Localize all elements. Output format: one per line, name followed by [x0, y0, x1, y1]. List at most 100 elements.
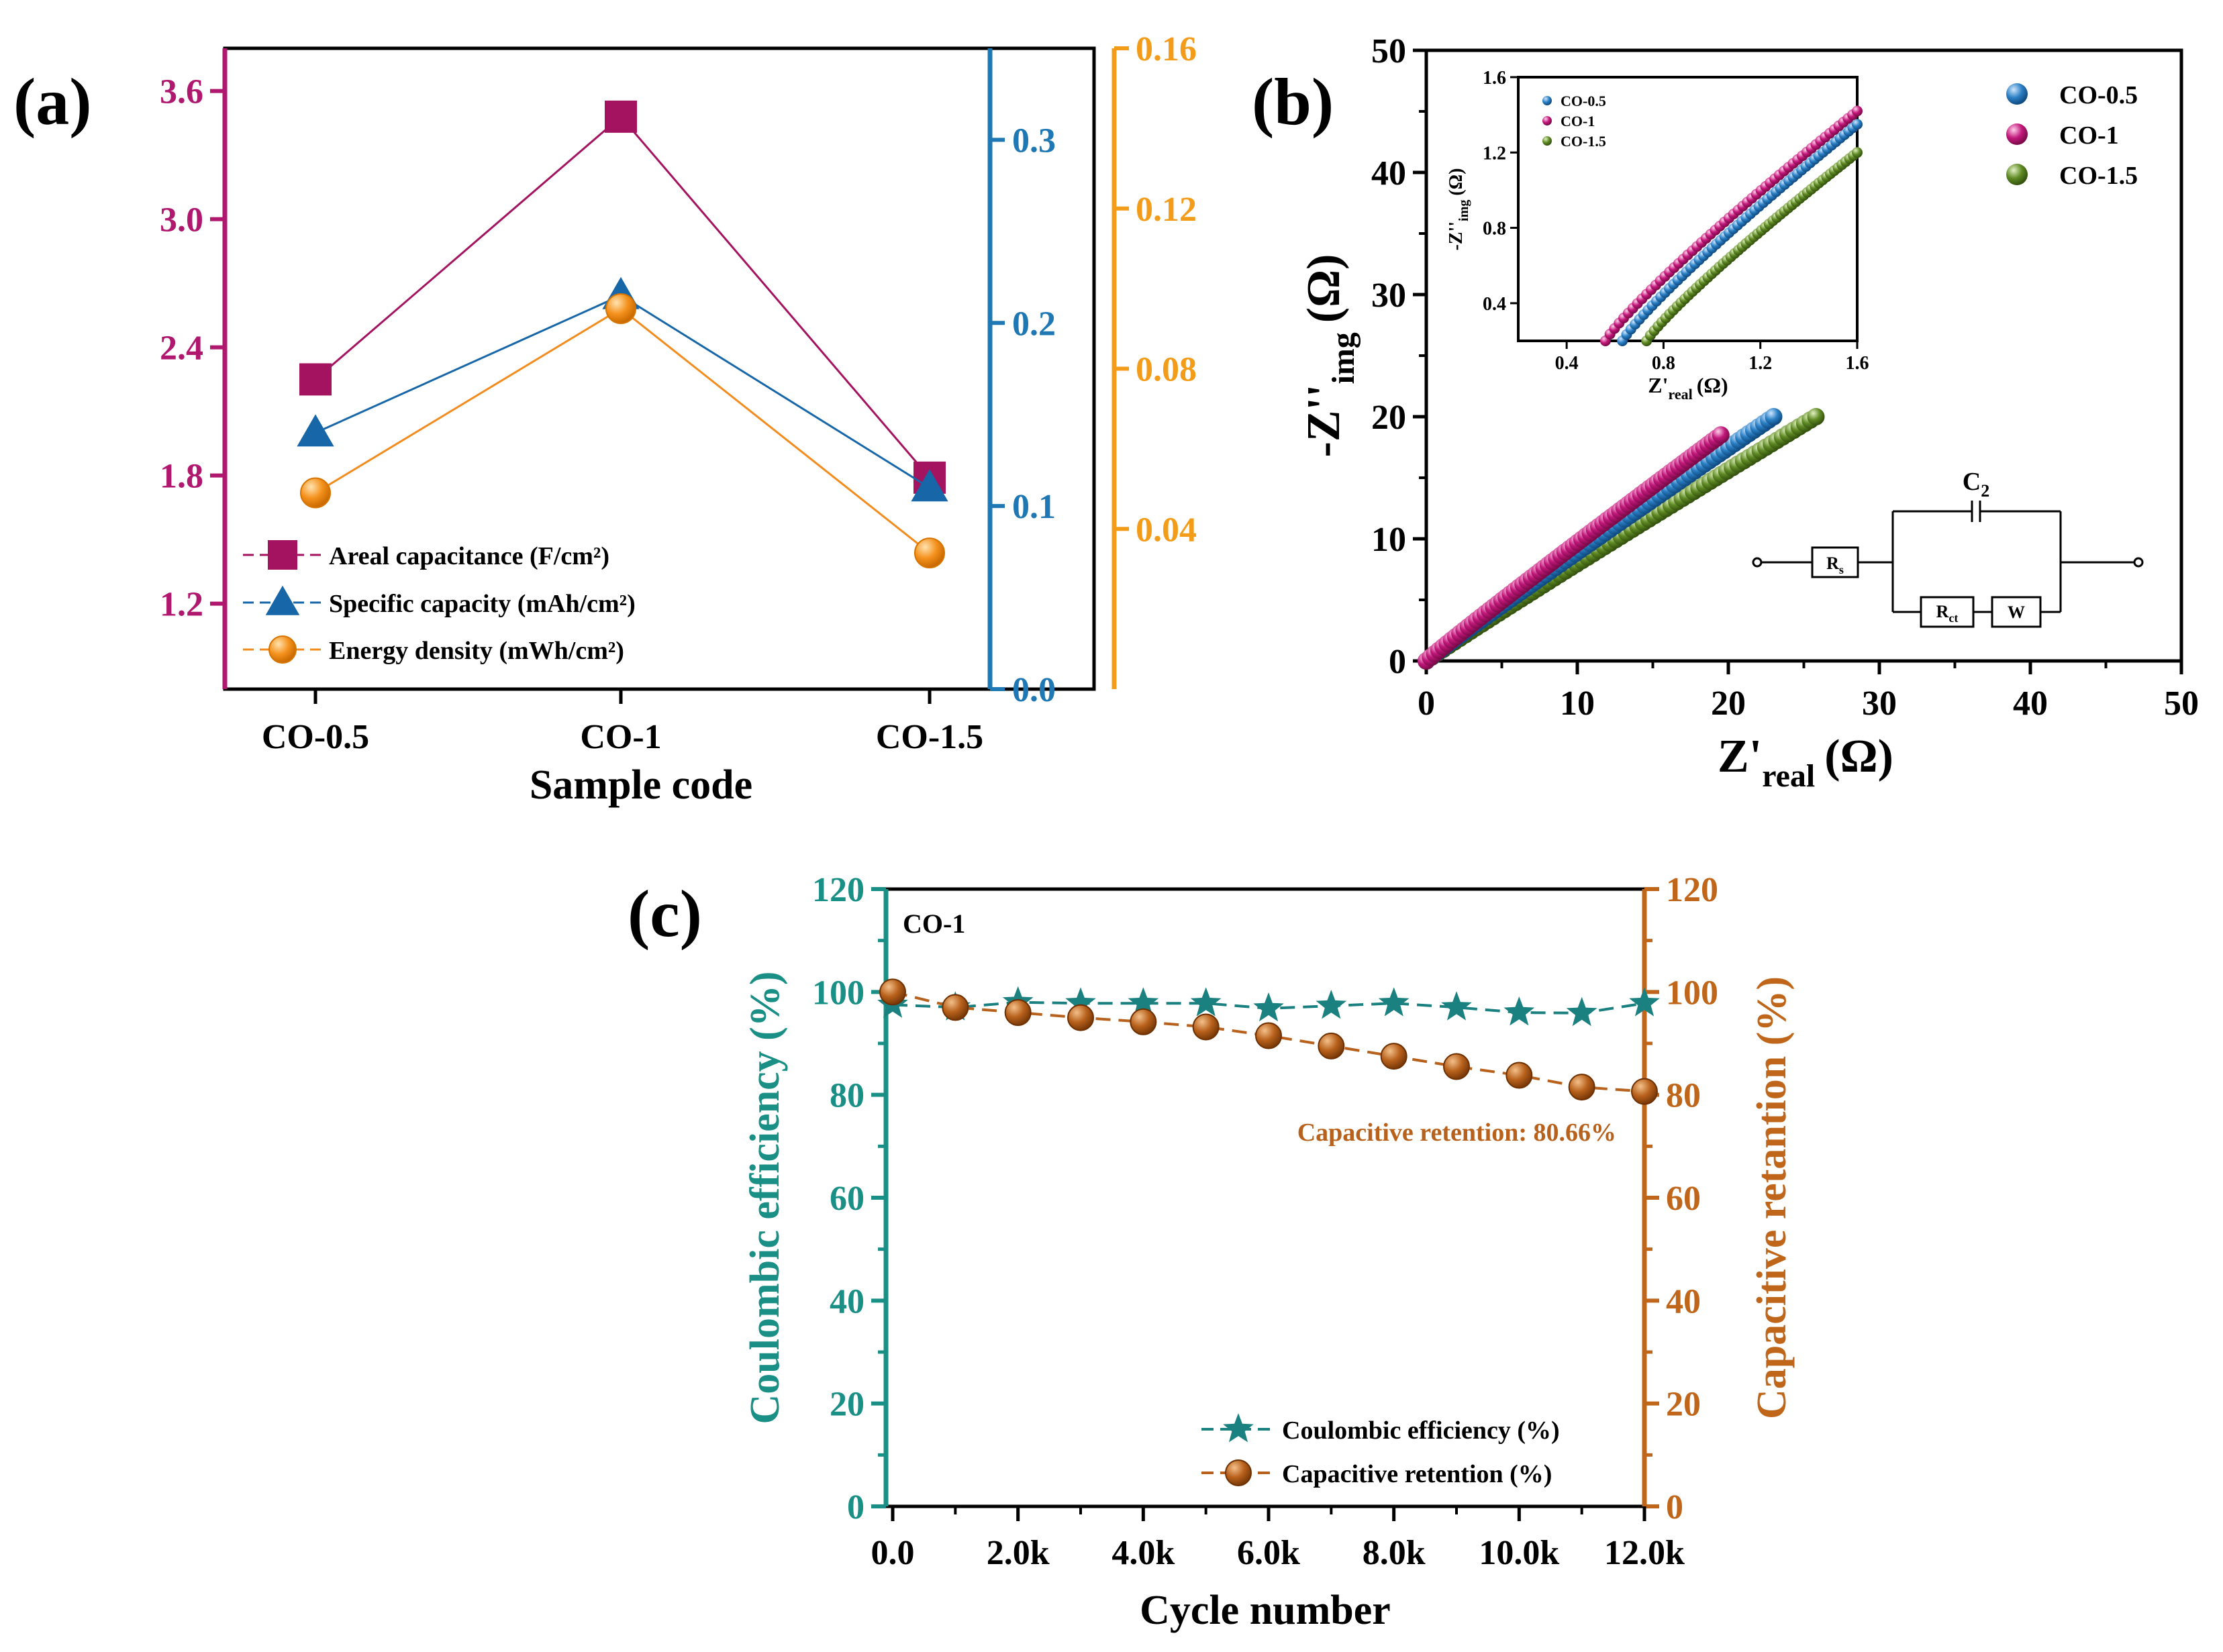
- panel-a-right1-tick-label: 0.3: [1012, 121, 1056, 160]
- panel-b-inset-x-title-unit: (Ω): [1697, 373, 1728, 397]
- panel-b-inset-x-title-main: Z': [1648, 373, 1668, 397]
- panel-c-legend-label: Coulombic efficiency (%): [1282, 1416, 1560, 1445]
- panel-b-legend-label: CO-1.5: [2059, 162, 2138, 190]
- panel-a-legend-label: Areal capacitance (F/cm²): [329, 542, 609, 570]
- circuit-rs-label: Rs: [1826, 554, 1844, 576]
- panel-b-y-tick-label: 40: [1371, 154, 1406, 193]
- panel-a-legend-label: Specific capacity (mAh/cm²): [329, 590, 636, 618]
- panel-b-circuit: [1752, 501, 2144, 628]
- panel-a-legend-marker: [268, 635, 297, 664]
- panel-c-x-tick-label: 8.0k: [1363, 1534, 1426, 1572]
- panel-a-left-tick-label: 1.8: [160, 458, 203, 496]
- panel-a-series-line: [315, 294, 930, 489]
- panel-c-point: [1067, 1004, 1094, 1031]
- panel-c-point: [1130, 1008, 1157, 1035]
- panel-b-inset-x-tick-label: 1.6: [1846, 353, 1869, 374]
- panel-b-inset-x-tick-label: 1.2: [1748, 353, 1772, 374]
- panel-b-inset-legend-marker: [1542, 116, 1552, 125]
- panel-b-inset-legend-marker: [1542, 96, 1552, 105]
- panel-b-inset-point: [1852, 119, 1863, 130]
- panel-c-y-left-title: Coulombic efficiency (%): [742, 972, 788, 1425]
- panel-c-point: [1380, 1043, 1407, 1070]
- panel-b-legend-label: CO-0.5: [2059, 81, 2138, 109]
- panel-a-right1-tick-label: 0.0: [1012, 671, 1056, 709]
- panel-b-legend-marker: [2006, 164, 2028, 185]
- panel-a-legend: Areal capacitance (F/cm²) Specific capaci…: [243, 540, 636, 665]
- panel-a-x-tick-label: CO-1: [580, 718, 661, 756]
- panel-b-inset-y-tick-label: 1.6: [1483, 68, 1506, 89]
- panel-b-x-tick-label: 40: [2013, 684, 2048, 723]
- panel-c-retention-annotation: Capacitive retention: 80.66%: [1297, 1119, 1616, 1147]
- panel-b-inset-y-tick-label: 0.4: [1483, 294, 1506, 315]
- panel-b-circuit-labels: Rs C2 Rct W: [1826, 468, 2025, 625]
- panel-b-inset-y-title: -Z''img (Ω): [1446, 168, 1471, 251]
- panel-b-inset-legend-label: CO-0.5: [1561, 93, 1606, 109]
- panel-c-x-tick-label: 10.0k: [1479, 1534, 1559, 1572]
- panel-c-legend-marker: [1223, 1413, 1254, 1443]
- panel-a-right1-tick-label: 0.2: [1012, 305, 1056, 343]
- circuit-rct-box: [1920, 596, 1975, 628]
- panel-a-right2-tick-label: 0.08: [1136, 351, 1197, 389]
- panel-b-y-tick-label: 0: [1389, 643, 1406, 681]
- panel-a-label: (a): [13, 64, 92, 139]
- panel-c-point: [1568, 1074, 1595, 1101]
- panel-c-point: [1253, 992, 1284, 1022]
- panel-c-right-tick-label: 100: [1666, 974, 1718, 1012]
- panel-b-inset-y-title-main: -Z'': [1446, 221, 1467, 251]
- panel-c-left-tick-label: 40: [830, 1282, 864, 1321]
- panel-b-x-tick-label: 10: [1560, 684, 1595, 723]
- panel-c-point: [1316, 990, 1347, 1019]
- panel-c-right-tick-label: 0: [1666, 1488, 1683, 1527]
- panel-b-inset-point: [1852, 105, 1863, 117]
- panel-b-y-title-sub: img: [1326, 332, 1361, 384]
- circuit-w-label: W: [2008, 603, 2025, 622]
- panel-c-point: [1128, 987, 1159, 1017]
- panel-b-legend-marker: [2006, 83, 2028, 105]
- panel-c-legend: Coulombic efficiency (%) Capacitive reten…: [1201, 1413, 1560, 1488]
- panel-c-plot-frame: [884, 887, 1646, 1508]
- panel-a-left-tick-label: 2.4: [160, 329, 203, 368]
- panel-a-left-tick-label: 3.6: [160, 73, 203, 111]
- panel-b-point: [1807, 408, 1825, 425]
- panel-a-right1-tick-label: 0.1: [1012, 488, 1056, 526]
- circuit-terminal-right: [2133, 557, 2144, 568]
- panel-c-point: [1505, 1062, 1533, 1089]
- panel-c-left-tick-label: 100: [812, 974, 864, 1012]
- panel-b-point: [1712, 426, 1730, 444]
- panel-a-x-tick-label: CO-1.5: [876, 718, 983, 756]
- panel-a-legend-marker: [268, 540, 297, 570]
- panel-c: (c) 0 0 20 20 40 40 60 60 80 80 100 100 120 120 0.0 2.0…: [628, 871, 1795, 1633]
- panel-b-y-tick-label: 10: [1371, 521, 1406, 559]
- circuit-terminal-left: [1752, 557, 1763, 568]
- panel-c-left-tick-label: 0: [847, 1488, 864, 1527]
- panel-c-label: (c): [628, 876, 702, 951]
- panel-b-y-title: -Z''img (Ω): [1298, 254, 1361, 458]
- panel-b-y-title-main: -Z'': [1298, 384, 1350, 458]
- panel-c-x-tick-label: 12.0k: [1604, 1534, 1685, 1572]
- panel-c-left-tick-label: 120: [812, 871, 864, 909]
- panel-b-x-tick-label: 20: [1711, 684, 1746, 723]
- panel-a-point: [297, 414, 334, 447]
- panel-c-point: [1503, 996, 1535, 1026]
- panel-b-inset-legend-label: CO-1.5: [1561, 133, 1606, 150]
- panel-c-legend-label: Capacitive retention (%): [1282, 1460, 1552, 1488]
- panel-c-sample-label: CO-1: [903, 909, 965, 939]
- panel-c-right-tick-label: 60: [1666, 1180, 1701, 1218]
- panel-c-point: [1441, 991, 1472, 1021]
- panel-b-label: (b): [1252, 64, 1334, 139]
- panel-a-point: [300, 477, 331, 509]
- panel-b-inset-point: [1852, 147, 1863, 158]
- panel-c-point: [879, 978, 906, 1006]
- panel-b-y-title-unit: (Ω): [1298, 254, 1350, 323]
- panel-b-x-title-main: Z': [1718, 731, 1762, 782]
- panel-b-y-tick-label: 20: [1371, 399, 1406, 437]
- panel-a-x-title: Sample code: [530, 762, 752, 808]
- panel-c-point: [1378, 987, 1410, 1017]
- panel-c-right-tick-label: 40: [1666, 1282, 1701, 1321]
- panel-c-right-tick-label: 80: [1666, 1077, 1701, 1115]
- panel-b-x-tick-label: 0: [1418, 684, 1435, 723]
- panel-c-point: [942, 994, 969, 1021]
- panel-a-point: [911, 469, 948, 502]
